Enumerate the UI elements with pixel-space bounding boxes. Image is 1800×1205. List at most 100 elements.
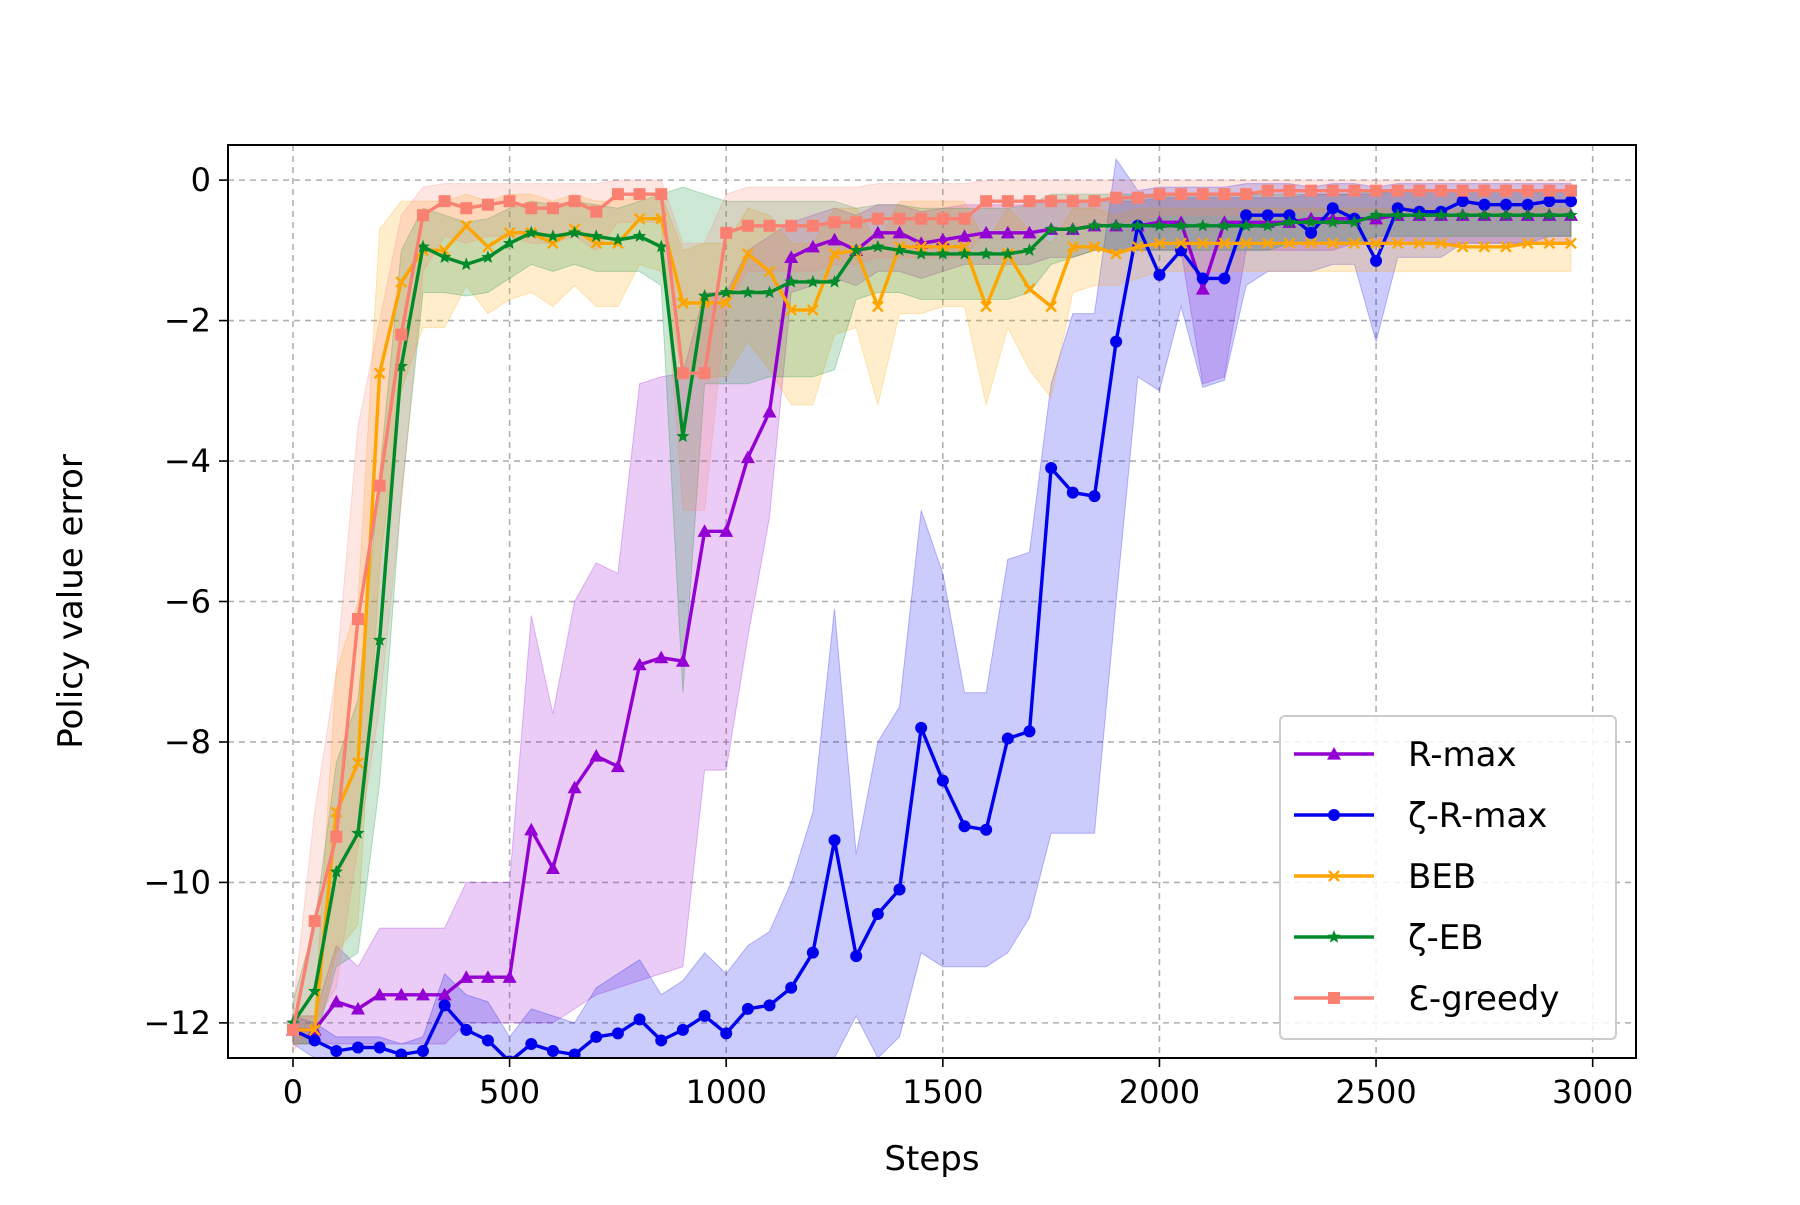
data-point — [850, 216, 863, 229]
data-point — [1542, 208, 1556, 221]
data-point — [611, 188, 624, 201]
data-point — [502, 970, 517, 983]
data-point — [1434, 208, 1448, 221]
data-point — [676, 367, 689, 380]
data-point — [958, 240, 971, 253]
data-point — [350, 1001, 365, 1015]
data-point — [849, 243, 863, 256]
data-point — [590, 1030, 603, 1043]
data-point — [1196, 272, 1209, 285]
data-point — [1348, 184, 1361, 197]
y-tick-label: −4 — [164, 442, 211, 480]
data-point — [308, 1024, 321, 1036]
data-point — [632, 657, 647, 671]
data-point — [1022, 225, 1037, 239]
x-tick-label: 2500 — [1335, 1073, 1416, 1111]
data-point — [1218, 272, 1231, 285]
data-point — [1066, 240, 1079, 253]
data-point — [1478, 240, 1491, 253]
data-point — [589, 229, 603, 242]
x-axis-label: Steps — [884, 1139, 979, 1179]
data-point — [1088, 195, 1101, 208]
data-point — [1066, 195, 1079, 208]
data-point — [1000, 225, 1015, 239]
data-point — [416, 1044, 429, 1057]
data-point — [893, 212, 906, 225]
data-point — [871, 908, 884, 921]
data-point — [1391, 237, 1404, 250]
data-point — [785, 981, 798, 994]
data-point — [1565, 184, 1578, 197]
series-markers-4 — [286, 184, 1578, 1036]
data-point — [503, 195, 516, 208]
data-point — [1565, 195, 1578, 208]
data-point — [1196, 237, 1209, 250]
data-point — [828, 216, 841, 229]
data-point — [1196, 218, 1210, 232]
data-point — [1175, 237, 1187, 250]
data-point — [524, 225, 538, 239]
data-point — [1326, 202, 1339, 215]
data-point — [1369, 208, 1383, 221]
data-point — [524, 822, 539, 836]
data-point — [654, 650, 669, 664]
data-point — [1282, 215, 1297, 228]
data-point — [1001, 195, 1014, 208]
data-point — [373, 479, 386, 492]
data-point — [827, 274, 842, 288]
data-point — [1391, 184, 1404, 197]
confidence-band-1 — [292, 157, 1572, 1058]
data-point — [1218, 188, 1231, 201]
data-point — [806, 274, 820, 288]
y-tick-label: −10 — [143, 863, 211, 901]
data-point — [308, 984, 322, 997]
data-point — [957, 229, 972, 242]
data-point — [784, 250, 799, 263]
data-point — [482, 240, 494, 253]
data-point — [1217, 218, 1232, 232]
data-point — [352, 757, 364, 769]
data-point — [1543, 184, 1556, 197]
data-point — [308, 915, 321, 928]
data-point — [395, 1048, 408, 1058]
data-point — [351, 1041, 364, 1054]
data-point — [762, 285, 777, 299]
data-point — [1326, 184, 1339, 197]
x-tick-label: 2000 — [1119, 1073, 1200, 1111]
data-point — [915, 240, 928, 253]
data-point — [1087, 218, 1102, 232]
data-point — [438, 195, 451, 208]
data-point — [1564, 208, 1578, 221]
data-point — [741, 1002, 754, 1015]
data-point — [437, 987, 452, 1001]
data-point — [1435, 184, 1448, 197]
legend-label: BEB — [1408, 857, 1476, 897]
data-point — [590, 205, 603, 218]
data-point — [720, 297, 733, 309]
data-point — [1499, 208, 1513, 221]
data-point — [611, 232, 625, 246]
data-point — [610, 759, 625, 773]
data-point — [1175, 188, 1188, 201]
data-point — [1152, 218, 1167, 232]
data-point — [697, 289, 712, 302]
data-point — [1195, 281, 1210, 295]
legend: R-max ζ-R-max BEB ζ-EB Ɛ-greedy — [1279, 715, 1617, 1040]
data-point — [806, 219, 819, 232]
data-point — [502, 236, 517, 249]
x-tick-label: 3000 — [1552, 1073, 1633, 1111]
data-point — [1240, 209, 1253, 222]
y-tick-label: 0 — [191, 161, 211, 199]
data-point — [481, 250, 495, 263]
data-point — [1174, 218, 1188, 232]
data-point — [1001, 246, 1015, 260]
data-point — [1500, 240, 1512, 253]
data-point — [1088, 490, 1101, 503]
data-point — [893, 883, 906, 896]
data-point — [1456, 195, 1469, 208]
data-point — [1109, 218, 1123, 232]
data-point — [373, 367, 386, 380]
data-point — [698, 367, 711, 380]
data-point — [633, 1013, 646, 1026]
